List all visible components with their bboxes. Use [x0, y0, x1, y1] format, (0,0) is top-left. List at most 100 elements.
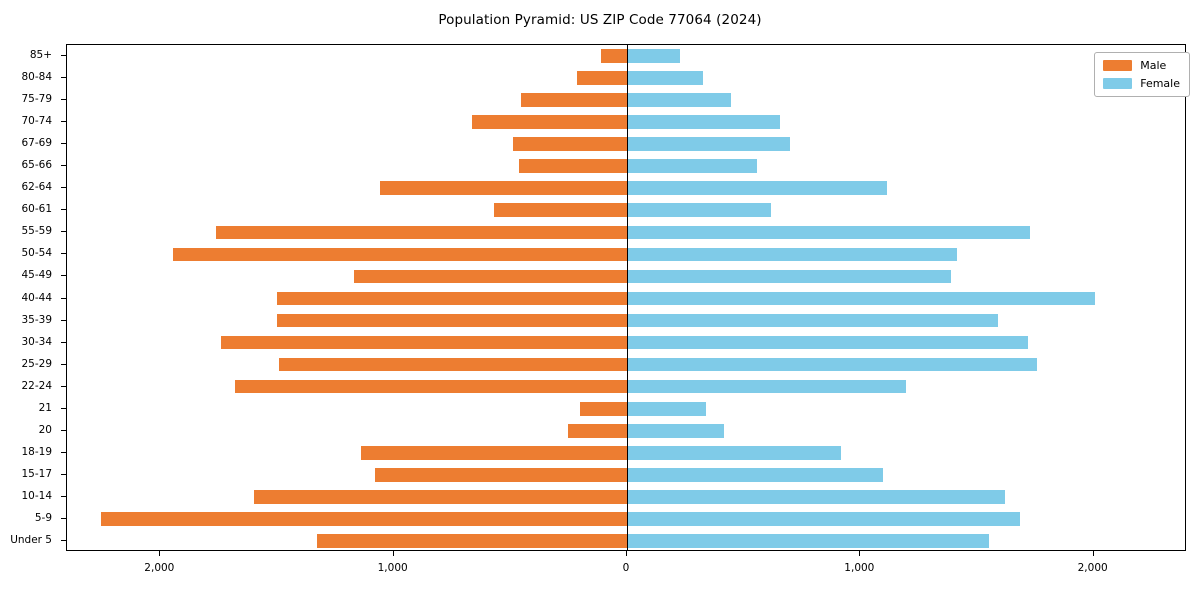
y-tick-mark — [61, 143, 66, 145]
bar-row — [67, 93, 1185, 107]
bar-male-67-69 — [512, 137, 627, 152]
y-tick-mark — [61, 517, 66, 519]
bar-row — [67, 335, 1185, 350]
y-tick-label: 50-54 — [21, 247, 52, 260]
y-tick-label: 30-34 — [21, 335, 52, 348]
bar-male-5-9 — [100, 512, 627, 526]
x-tick-label: 0 — [622, 562, 630, 574]
bar-female-60-61 — [627, 203, 771, 218]
y-tick-label: 22-24 — [21, 379, 52, 392]
bar-row — [67, 468, 1185, 482]
legend-swatch-female-icon — [1103, 78, 1133, 89]
y-tick-label: 40-44 — [21, 291, 52, 304]
bar-male-50-54 — [173, 247, 627, 262]
y-axis: Under 5 5-9 10-14 15-17 18-19 20 21 22-24 25-29 3… — [0, 44, 66, 551]
y-tick-label: 65-66 — [21, 159, 52, 172]
y-tick-mark — [61, 495, 66, 497]
y-tick-mark — [61, 55, 66, 57]
y-tick-mark — [61, 297, 66, 299]
x-tick-label: 2,000 — [1077, 562, 1108, 574]
bar-male-62-64 — [379, 181, 627, 196]
bar-row — [67, 269, 1185, 284]
bar-row — [67, 534, 1185, 548]
bar-male-15-17 — [375, 468, 627, 482]
bar-female-35-39 — [627, 313, 998, 328]
y-tick-label: 70-74 — [21, 115, 52, 128]
bar-male-10-14 — [253, 490, 627, 504]
y-tick-label: 20 — [38, 423, 52, 436]
bar-row — [67, 490, 1185, 504]
bar-row — [67, 203, 1185, 218]
bar-male-65-66 — [518, 159, 627, 174]
x-tick-mark — [1092, 551, 1094, 556]
y-tick-mark — [61, 473, 66, 475]
bar-row — [67, 181, 1185, 196]
bar-row — [67, 357, 1185, 372]
y-tick-mark — [61, 385, 66, 387]
y-tick-label: 10-14 — [21, 489, 52, 502]
y-tick-mark — [61, 341, 66, 343]
bar-female-55-59 — [627, 225, 1030, 240]
bar-male-70-74 — [471, 115, 627, 129]
bar-female-65-66 — [627, 159, 757, 174]
bar-male-20 — [567, 423, 627, 438]
bar-row — [67, 401, 1185, 416]
chart-title: Population Pyramid: US ZIP Code 77064 (2… — [438, 12, 762, 28]
bar-male-30-34 — [221, 335, 627, 350]
y-tick-label: 5-9 — [34, 511, 52, 524]
y-tick-mark — [61, 451, 66, 453]
bar-female-22-24 — [627, 379, 906, 394]
y-tick-mark — [61, 209, 66, 211]
legend-entry-female: Female — [1103, 77, 1180, 90]
y-tick-label: 18-19 — [21, 445, 52, 458]
bar-row — [67, 423, 1185, 438]
bar-female-75-79 — [627, 93, 731, 107]
bar-female-45-49 — [627, 269, 952, 284]
y-tick-label: 55-59 — [21, 225, 52, 238]
bar-row — [67, 512, 1185, 526]
y-tick-label: 21 — [38, 401, 52, 414]
y-tick-mark — [61, 99, 66, 101]
bar-female-under-5 — [627, 534, 989, 548]
y-tick-label: 45-49 — [21, 269, 52, 282]
plot-area — [66, 44, 1186, 551]
bar-male-45-49 — [354, 269, 627, 284]
bar-male-under-5 — [316, 534, 627, 548]
legend-label-female: Female — [1140, 77, 1180, 90]
bar-male-40-44 — [277, 291, 627, 306]
bar-male-35-39 — [277, 313, 627, 328]
bar-row — [67, 71, 1185, 85]
bar-row — [67, 313, 1185, 328]
bar-row — [67, 247, 1185, 262]
bar-female-62-64 — [627, 181, 888, 196]
y-tick-label: Under 5 — [10, 533, 52, 546]
legend-entry-male: Male — [1103, 59, 1180, 72]
x-tick-mark — [626, 551, 627, 556]
y-tick-mark — [61, 121, 66, 123]
bar-female-30-34 — [627, 335, 1029, 350]
bar-male-85- — [601, 49, 627, 63]
bar-male-25-29 — [279, 357, 627, 372]
y-tick-label: 35-39 — [21, 313, 52, 326]
y-tick-label: 75-79 — [21, 93, 52, 106]
bar-male-21 — [580, 401, 627, 416]
y-tick-mark — [61, 407, 66, 409]
bar-male-80-84 — [576, 71, 627, 85]
bar-male-22-24 — [235, 379, 627, 394]
y-tick-label: 80-84 — [21, 71, 52, 84]
bar-row — [67, 115, 1185, 129]
bar-female-21 — [627, 401, 707, 416]
bar-male-18-19 — [361, 445, 627, 460]
bar-female-40-44 — [627, 291, 1095, 306]
y-tick-label: 60-61 — [21, 203, 52, 216]
bar-female-50-54 — [627, 247, 958, 262]
y-tick-label: 67-69 — [21, 137, 52, 150]
y-tick-mark — [61, 275, 66, 277]
y-tick-label: 85+ — [29, 49, 52, 62]
y-tick-mark — [61, 231, 66, 233]
bar-female-20 — [627, 423, 724, 438]
y-tick-label: 15-17 — [21, 467, 52, 480]
bar-row — [67, 225, 1185, 240]
bar-female-70-74 — [627, 115, 780, 129]
y-tick-mark — [61, 429, 66, 431]
